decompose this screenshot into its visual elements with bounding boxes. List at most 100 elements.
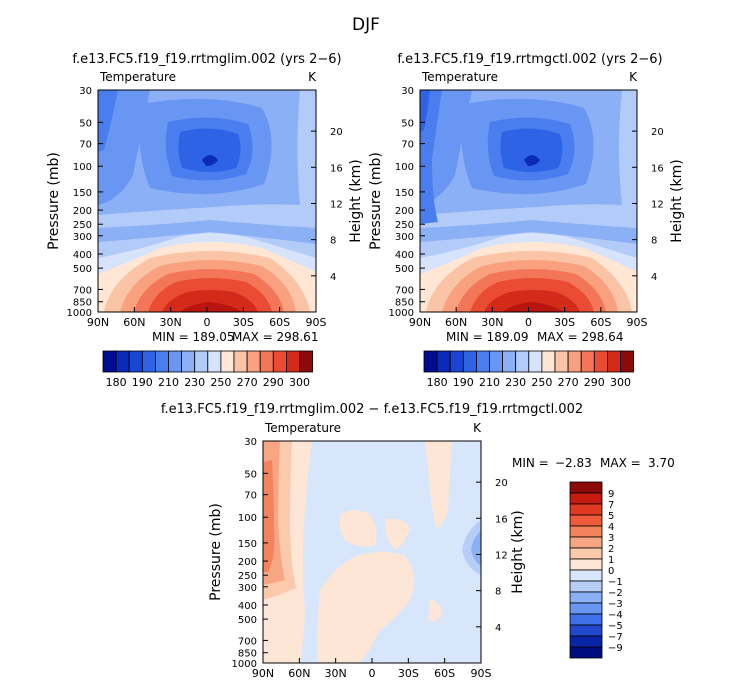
contour-band bbox=[428, 600, 442, 622]
y-tick-label: 250 bbox=[238, 571, 257, 582]
y-tick-label: 150 bbox=[395, 188, 414, 199]
colorbar-label: 210 bbox=[158, 376, 179, 389]
colorbar-label: −9 bbox=[608, 643, 623, 654]
colorbar-label: 300 bbox=[289, 376, 310, 389]
x-tick-label: 0 bbox=[204, 316, 211, 329]
x-tick-label: 90N bbox=[87, 316, 109, 329]
y-tick-label: 700 bbox=[73, 285, 92, 296]
y-tick-label: 200 bbox=[238, 557, 257, 568]
max-label: MAX = bbox=[600, 456, 641, 470]
right-axis-label: Height (km) bbox=[510, 510, 526, 593]
colorbar-box bbox=[423, 350, 438, 373]
panel-title: f.e13.FC5.f19_f19.rrtmglim.002 − f.e13.F… bbox=[161, 402, 583, 417]
y-tick-label: 700 bbox=[395, 285, 414, 296]
variable-label: Temperature bbox=[264, 421, 341, 435]
height-tick-label: 8 bbox=[330, 236, 336, 247]
y-tick-label: 500 bbox=[395, 264, 414, 275]
panel-rrtmglim: f.e13.FC5.f19_f19.rrtmglim.002 (yrs 2−6)… bbox=[46, 52, 364, 389]
height-tick-label: 4 bbox=[330, 272, 336, 283]
x-tick-label: 90S bbox=[306, 316, 327, 329]
x-tick-label: 60S bbox=[434, 667, 455, 680]
colorbar-label: −3 bbox=[608, 599, 623, 610]
y-tick-label: 150 bbox=[73, 188, 92, 199]
y-tick-label: 400 bbox=[73, 250, 92, 261]
y-tick-label: 850 bbox=[395, 298, 414, 309]
height-tick-label: 20 bbox=[651, 127, 664, 138]
y-tick-label: 850 bbox=[73, 298, 92, 309]
colorbar-box bbox=[168, 350, 183, 373]
height-axis: 20 16 12 8 4 bbox=[476, 478, 508, 634]
x-tick-label: 30S bbox=[554, 316, 575, 329]
colorbar-box bbox=[569, 481, 603, 494]
contour-band bbox=[317, 551, 414, 663]
height-tick-label: 8 bbox=[651, 236, 657, 247]
y-axis-label: Pressure (mb) bbox=[368, 152, 384, 250]
min-label: MIN = bbox=[512, 456, 549, 470]
colorbar-box bbox=[569, 624, 603, 637]
colorbar-box bbox=[620, 350, 635, 373]
colorbar-box bbox=[272, 350, 287, 373]
contour-band bbox=[524, 155, 540, 166]
y-tick-label: 50 bbox=[401, 118, 414, 129]
units-label: K bbox=[473, 421, 482, 435]
colorbar-box bbox=[569, 613, 603, 626]
colorbar-box bbox=[462, 350, 477, 373]
y-tick-label: 300 bbox=[395, 232, 414, 243]
colorbar-box bbox=[220, 350, 235, 373]
right-axis-label: Height (km) bbox=[669, 159, 685, 242]
x-tick-label: 0 bbox=[525, 316, 532, 329]
y-tick-label: 100 bbox=[238, 513, 257, 524]
x-tick-label: 60S bbox=[590, 316, 611, 329]
min-value: −2.83 bbox=[555, 456, 592, 470]
colorbar-box bbox=[181, 350, 196, 373]
x-tick-label: 30N bbox=[160, 316, 182, 329]
y-tick-label: 850 bbox=[238, 649, 257, 660]
colorbar-box bbox=[246, 350, 261, 373]
colorbar: 180 190 210 230 250 270 290 300 bbox=[423, 350, 635, 389]
height-tick-label: 12 bbox=[651, 199, 664, 210]
panel-rrtmgctl: f.e13.FC5.f19_f19.rrtmgctl.002 (yrs 2−6)… bbox=[368, 52, 685, 389]
colorbar-label: 180 bbox=[106, 376, 127, 389]
colorbar-label: 0 bbox=[608, 566, 614, 577]
contour-band bbox=[500, 128, 563, 172]
colorbar-box bbox=[569, 602, 603, 615]
height-axis: 20 16 12 8 4 bbox=[311, 127, 343, 283]
y-tick-label: 100 bbox=[395, 162, 414, 173]
y-tick-label: 200 bbox=[73, 206, 92, 217]
colorbar-box bbox=[569, 536, 603, 549]
colorbar-label: −5 bbox=[608, 621, 623, 632]
colorbar-label: 2 bbox=[608, 544, 614, 555]
contour-band bbox=[98, 90, 118, 152]
colorbar-label: −1 bbox=[608, 577, 623, 588]
colorbar-label: −4 bbox=[608, 610, 623, 621]
x-tick-label: 90N bbox=[252, 667, 274, 680]
y-axis-label: Pressure (mb) bbox=[208, 503, 224, 601]
figure-title: DJF bbox=[352, 15, 380, 35]
panel-title: f.e13.FC5.f19_f19.rrtmgctl.002 (yrs 2−6) bbox=[397, 52, 662, 67]
colorbar-label: −2 bbox=[608, 588, 623, 599]
contour-band bbox=[339, 510, 377, 547]
contour-band bbox=[502, 302, 564, 312]
y-tick-label: 30 bbox=[401, 86, 414, 97]
colorbar-box bbox=[207, 350, 222, 373]
height-axis: 20 16 12 8 4 bbox=[632, 127, 664, 283]
colorbar-box bbox=[569, 569, 603, 582]
contour-band bbox=[162, 290, 258, 312]
colorbar-label: 180 bbox=[427, 376, 448, 389]
contour-band bbox=[385, 518, 410, 550]
height-tick-label: 16 bbox=[651, 163, 664, 174]
y-tick-label: 500 bbox=[73, 264, 92, 275]
x-tick-label: 30S bbox=[233, 316, 254, 329]
height-tick-label: 16 bbox=[330, 163, 343, 174]
x-tick-label: 60N bbox=[445, 316, 467, 329]
colorbar-label: 5 bbox=[608, 511, 614, 522]
y-tick-label: 70 bbox=[401, 140, 414, 151]
colorbar-box bbox=[436, 350, 451, 373]
max-label: MAX = 298.61 bbox=[232, 330, 318, 344]
y-tick-label: 1000 bbox=[232, 659, 257, 670]
height-tick-label: 12 bbox=[330, 199, 343, 210]
colorbar-box bbox=[128, 350, 143, 373]
x-axis: 90N 60N 30N 0 30S 60S 90S bbox=[252, 658, 492, 680]
